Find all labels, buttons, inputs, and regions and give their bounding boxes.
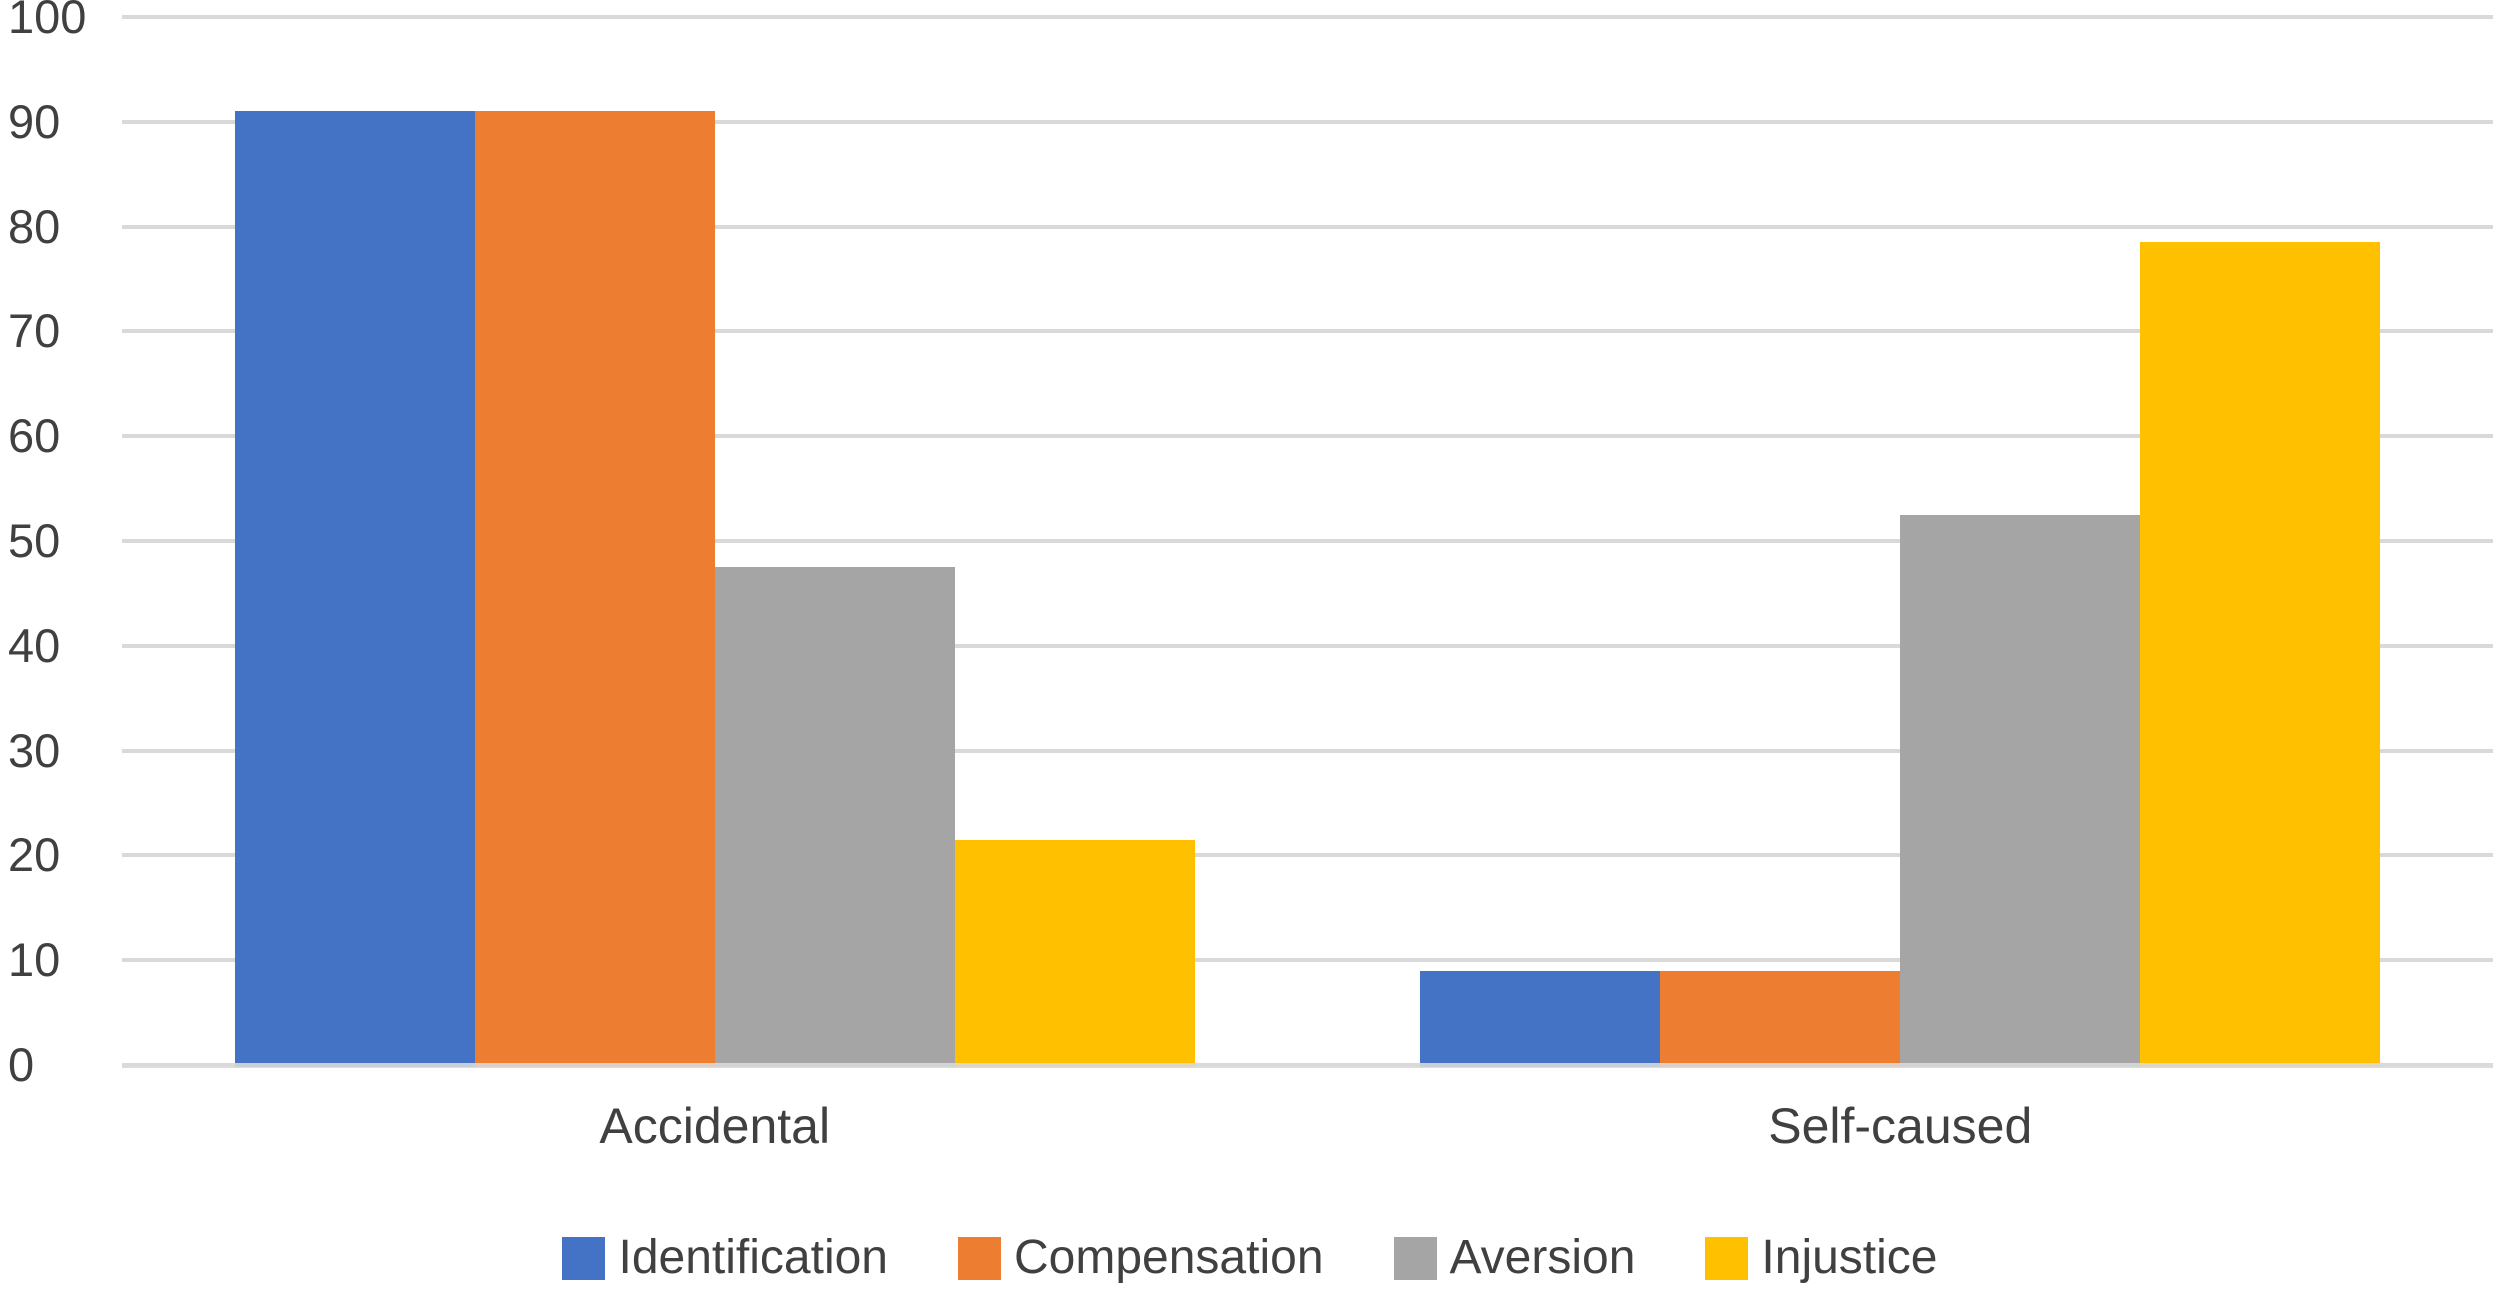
bar-self-caused-compensation: [1660, 970, 1901, 1067]
gridline-y20: [122, 853, 2493, 858]
legend-label-compensation: Compensation: [1014, 1231, 1324, 1284]
legend-item-compensation: Compensation: [958, 1232, 1324, 1284]
x-axis-line: [122, 1063, 2493, 1068]
legend: Identification Compensation Aversion Injust…: [0, 1232, 2500, 1284]
y-tick-label-60: 60: [8, 409, 61, 463]
y-tick-label-30: 30: [8, 723, 61, 777]
gridline-y70: [122, 329, 2493, 334]
bar-accidental-compensation: [474, 111, 715, 1067]
gridline-y50: [122, 539, 2493, 543]
legend-swatch-injustice: [1705, 1236, 1749, 1280]
y-tick-label-90: 90: [8, 94, 61, 148]
bar-self-caused-identification: [1420, 970, 1661, 1067]
y-tick-label-10: 10: [8, 933, 61, 987]
gridline-y40: [122, 643, 2493, 648]
gridline-y100: [122, 15, 2493, 19]
x-category-label-self-caused: Self-caused: [1768, 1098, 2033, 1154]
legend-swatch-aversion: [1393, 1236, 1437, 1280]
bar-self-caused-aversion: [1900, 514, 2141, 1067]
gridline-y80: [122, 224, 2493, 229]
gridline-y10: [122, 958, 2493, 963]
legend-swatch-compensation: [958, 1236, 1001, 1280]
legend-label-aversion: Aversion: [1449, 1231, 1636, 1284]
legend-item-injustice: Injustice: [1705, 1231, 1938, 1284]
legend-item-aversion: Aversion: [1393, 1231, 1636, 1284]
gridline-y90: [122, 119, 2493, 124]
y-tick-label-50: 50: [8, 514, 61, 567]
y-tick-label-70: 70: [8, 304, 61, 358]
y-tick-label-80: 80: [8, 199, 61, 253]
y-tick-label-40: 40: [8, 618, 61, 672]
legend-item-identification: Identification: [562, 1232, 888, 1284]
x-category-label-accidental: Accidental: [599, 1098, 831, 1154]
bar-accidental-injustice: [954, 839, 1195, 1067]
bar-accidental-identification: [234, 111, 475, 1067]
legend-label-injustice: Injustice: [1761, 1231, 1938, 1284]
gridline-y30: [122, 748, 2493, 753]
y-tick-label-0: 0: [8, 1038, 35, 1091]
legend-label-identification: Identification: [618, 1231, 888, 1284]
bar-accidental-aversion: [714, 567, 955, 1067]
y-tick-label-100: 100: [8, 0, 87, 43]
gridline-y60: [122, 434, 2493, 439]
legend-swatch-identification: [562, 1236, 606, 1280]
bar-self-caused-injustice: [2140, 242, 2381, 1067]
y-tick-label-20: 20: [8, 828, 61, 882]
